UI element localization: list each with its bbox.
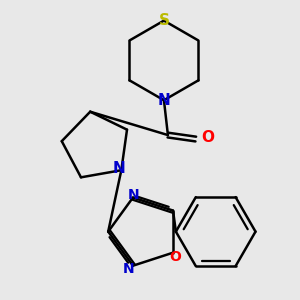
Text: N: N xyxy=(113,161,126,176)
Text: O: O xyxy=(201,130,214,145)
Text: N: N xyxy=(123,262,135,276)
Text: N: N xyxy=(128,188,140,202)
Text: S: S xyxy=(158,13,169,28)
Text: O: O xyxy=(169,250,181,264)
Text: N: N xyxy=(158,93,170,108)
